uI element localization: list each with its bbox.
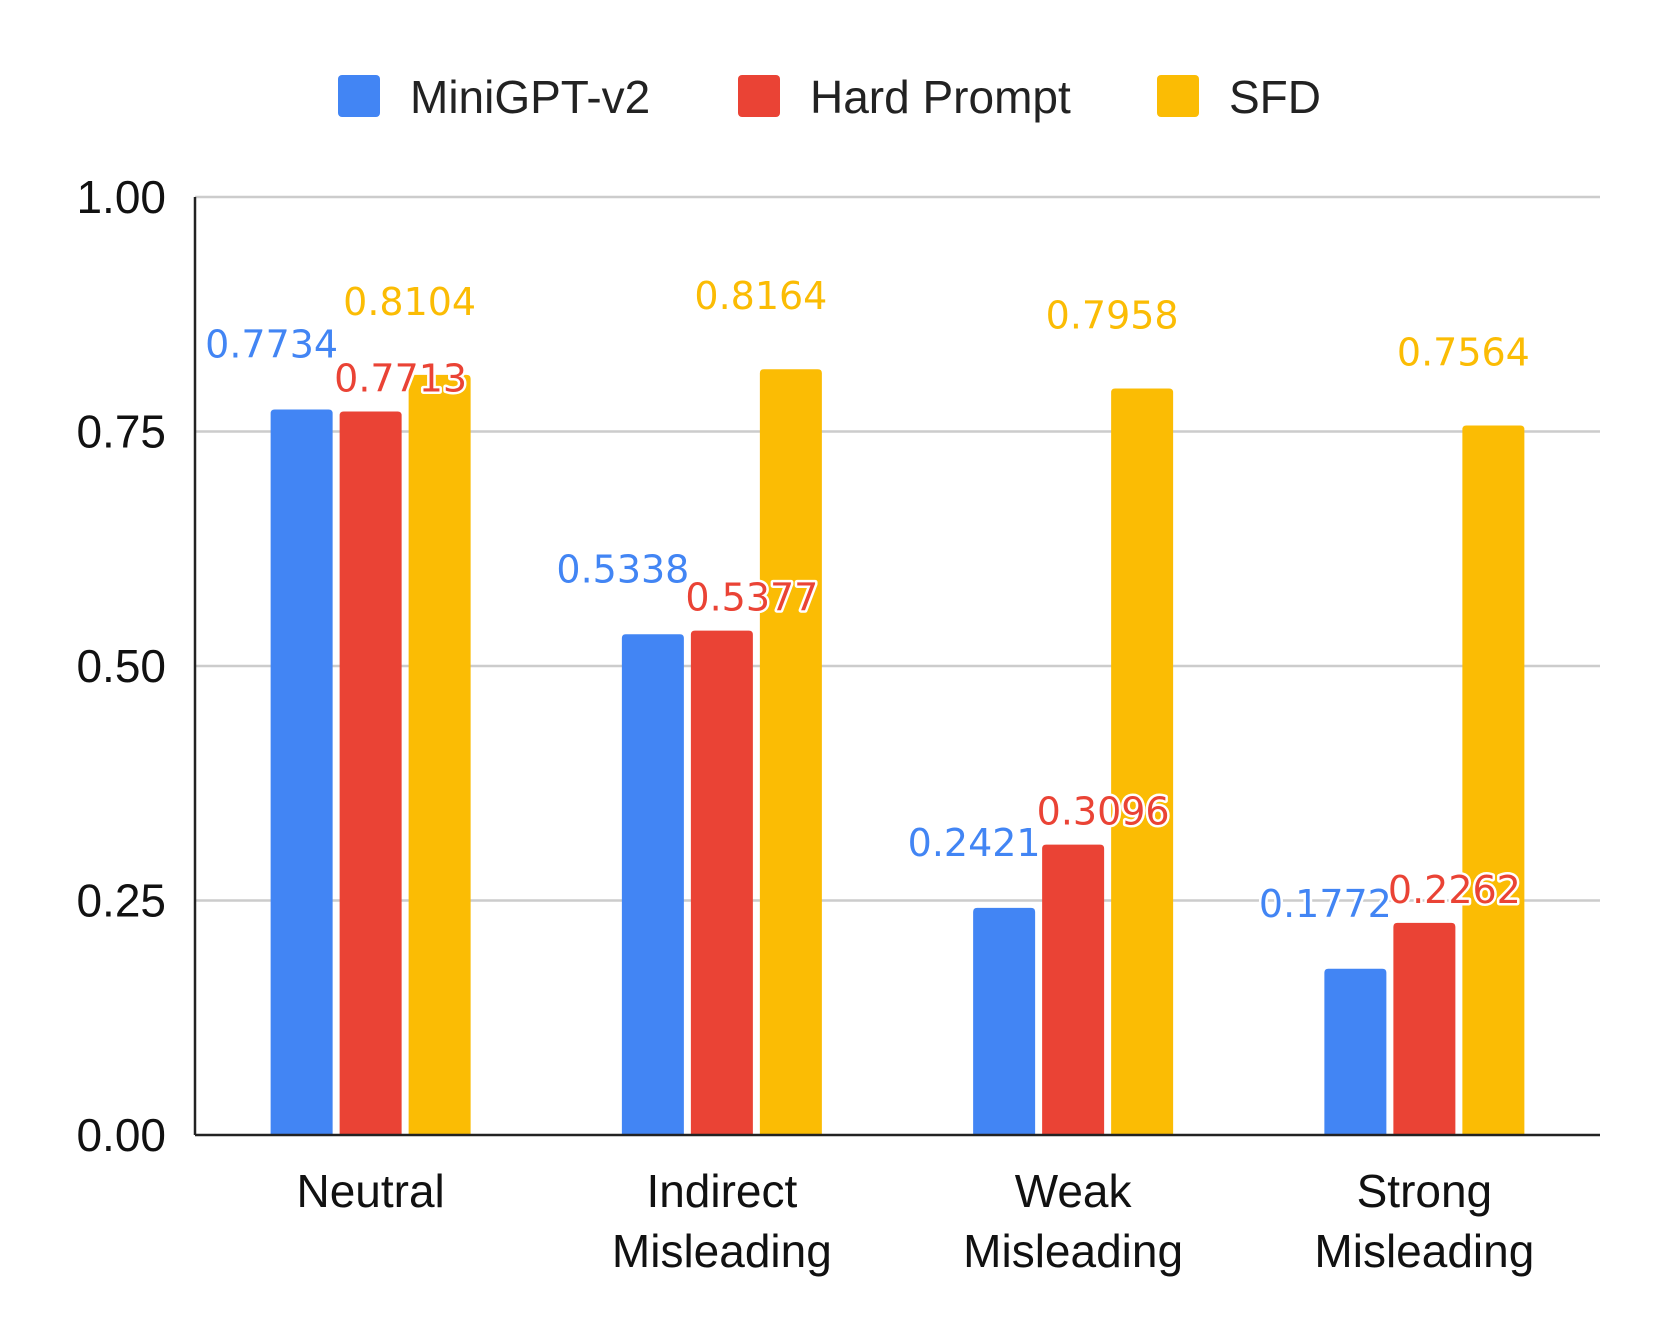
y-axis-ticks: 0.00 0.25 0.50 0.75 1.00 <box>76 171 166 1161</box>
data-label: 0.2262 <box>1388 868 1521 912</box>
data-label: 0.7713 <box>334 357 467 401</box>
legend-label: SFD <box>1229 71 1321 123</box>
bars <box>270 369 1525 1136</box>
bar <box>1111 388 1174 1135</box>
data-label: 0.7958 <box>1046 294 1179 338</box>
y-tick-label: 1.00 <box>76 171 166 223</box>
legend: MiniGPT-v2 Hard Prompt SFD <box>338 71 1321 123</box>
x-tick-label: Strong <box>1357 1165 1493 1217</box>
x-tick-label: Misleading <box>612 1225 832 1277</box>
y-tick-label: 0.00 <box>76 1109 166 1161</box>
x-tick-label: Misleading <box>1314 1225 1534 1277</box>
bar <box>408 374 471 1135</box>
data-label: 0.7734 <box>205 323 338 367</box>
legend-label: MiniGPT-v2 <box>410 71 650 123</box>
legend-swatch <box>338 75 380 117</box>
legend-swatch <box>1157 75 1199 117</box>
data-label: 0.3096 <box>1037 790 1170 834</box>
bar <box>621 634 684 1135</box>
x-tick-label: Weak <box>1015 1165 1133 1217</box>
bar <box>339 411 402 1135</box>
legend-label: Hard Prompt <box>810 71 1071 123</box>
bar <box>1324 968 1387 1135</box>
x-axis-categories: Neutral Indirect Misleading Weak Misleading S… <box>296 1165 1534 1277</box>
y-tick-label: 0.25 <box>76 875 166 927</box>
y-tick-label: 0.50 <box>76 640 166 692</box>
bar <box>1042 844 1105 1135</box>
x-tick-label: Indirect <box>646 1165 797 1217</box>
data-label: 0.5338 <box>556 547 689 591</box>
x-tick-label: Neutral <box>296 1165 444 1217</box>
bar <box>690 630 753 1135</box>
data-label: 0.8164 <box>694 274 827 318</box>
bar <box>1393 922 1456 1135</box>
data-label: 0.2421 <box>908 821 1041 865</box>
bar <box>973 907 1036 1135</box>
bar <box>759 369 822 1135</box>
x-tick-label: Misleading <box>963 1225 1183 1277</box>
data-label: 0.7564 <box>1397 330 1530 374</box>
bar <box>1462 425 1525 1135</box>
data-label: 0.8104 <box>343 280 476 324</box>
bar <box>270 409 333 1136</box>
axes <box>193 197 1600 1137</box>
y-tick-label: 0.75 <box>76 406 166 458</box>
legend-swatch <box>738 75 780 117</box>
data-label: 0.1772 <box>1259 882 1392 926</box>
data-label: 0.5377 <box>685 576 818 620</box>
